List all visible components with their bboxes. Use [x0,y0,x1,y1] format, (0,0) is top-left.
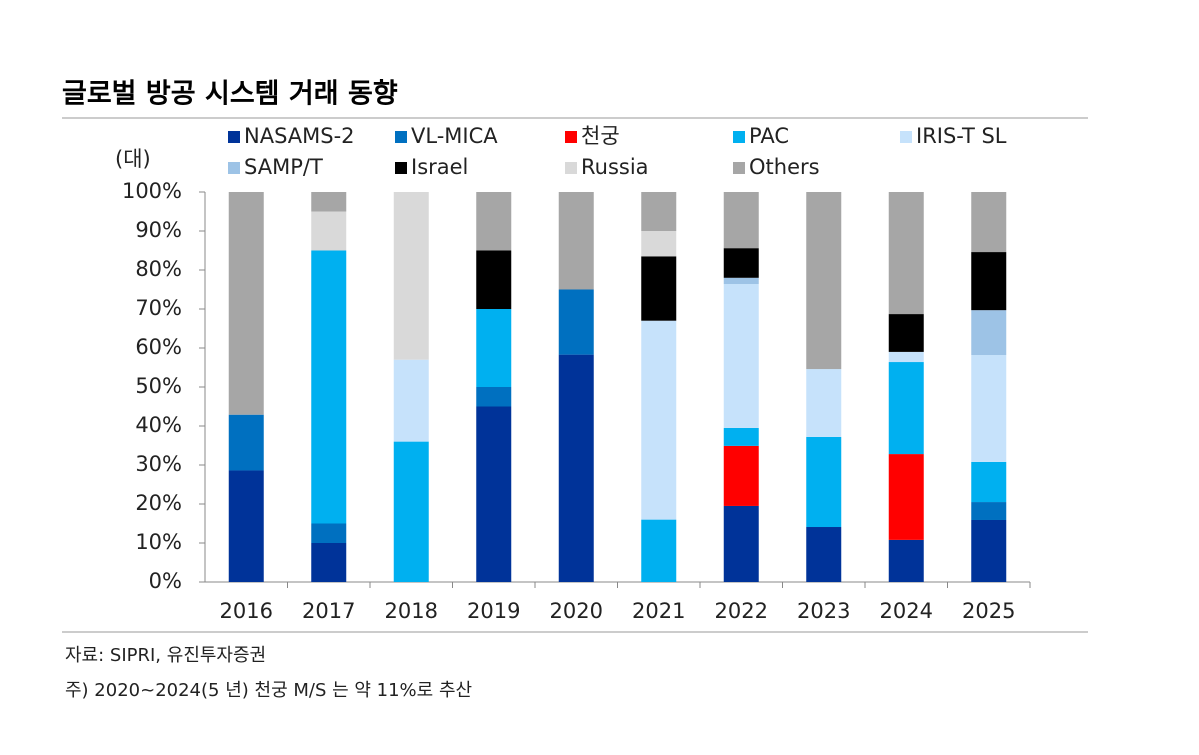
bar-segment [723,192,759,249]
y-tick-label: 0% [149,569,182,593]
bar-segment [228,192,264,415]
bar-segment [888,454,924,540]
x-tick-label: 2016 [220,599,273,623]
bar-segment [888,351,924,363]
y-tick-label: 90% [135,218,182,242]
legend-swatch [733,162,745,174]
bar-segment [888,539,924,582]
bar-segment [971,461,1007,503]
bar-segment [806,436,842,528]
bar-segment [971,192,1007,253]
y-axis-label: (대) [115,147,151,171]
x-tick-label: 2017 [302,599,355,623]
bar-segment [393,359,429,442]
bar-segment [641,192,677,231]
x-tick-label: 2019 [467,599,520,623]
source: 자료: SIPRI, 유진투자증권 [65,645,266,666]
bar-segment [723,248,759,278]
legend-label: PAC [749,124,789,148]
bar-segment [558,289,594,355]
legend-swatch [395,162,407,174]
bar-segment [723,505,759,582]
bar-segment [311,250,347,524]
bar-segment [971,310,1007,356]
y-tick-label: 70% [135,296,182,320]
x-tick-label: 2021 [632,599,685,623]
bar-segment [476,309,512,387]
bar-segment [806,369,842,437]
bar-segment [311,543,347,582]
x-tick-label: 2024 [880,599,933,623]
chart-title: 글로벌 방공 시스템 거래 동향 [62,79,398,110]
bar-segment [228,414,264,471]
y-tick-label: 80% [135,257,182,281]
bar-segment [806,192,842,370]
legend-label: Others [749,155,820,179]
bar-segment [558,354,594,582]
x-tick-label: 2018 [385,599,438,623]
bar-segment [723,427,759,446]
x-tick-label: 2025 [962,599,1015,623]
x-tick-label: 2020 [550,599,603,623]
y-tick-label: 20% [135,491,182,515]
bar-segment [476,406,512,582]
legend-label: NASAMS-2 [244,124,355,148]
legend-swatch [228,131,240,143]
bar-segment [558,192,594,290]
bar-segment [476,387,512,407]
legend-swatch [228,162,240,174]
bar-segment [971,502,1007,520]
bar-segment [723,284,759,428]
legend-label: Israel [411,155,468,179]
bar-segment [228,470,264,582]
y-tick-label: 100% [122,179,182,203]
bar-segment [723,445,759,506]
y-tick-label: 40% [135,413,182,437]
bar-segment [311,211,347,251]
bar-segment [888,362,924,455]
x-tick-label: 2023 [797,599,850,623]
bar-segment [971,355,1007,462]
legend-swatch [565,162,577,174]
bar-segment [641,519,677,582]
bar-segment [806,527,842,582]
legend-swatch [733,131,745,143]
bar-segment [641,231,677,257]
legend-label: SAMP/T [244,155,323,179]
legend-label: 천궁 [581,124,620,148]
legend-label: IRIS-T SL [916,124,1007,148]
bar-segment [888,192,924,315]
y-tick-label: 10% [135,530,182,554]
bar-segment [971,519,1007,582]
bar-segment [393,441,429,582]
note: 주) 2020~2024(5 년) 천궁 M/S 는 약 11%로 추산 [65,680,472,701]
y-tick-label: 50% [135,374,182,398]
y-tick-label: 60% [135,335,182,359]
legend-swatch [395,131,407,143]
x-tick-label: 2022 [715,599,768,623]
bar-segment [393,192,429,360]
bar-segment [476,192,512,251]
bar-segment [311,523,347,543]
legend-label: VL-MICA [411,124,498,148]
bar-segment [641,256,677,321]
legend-swatch [900,131,912,143]
bar-segment [476,250,512,309]
bar-segment [971,252,1007,311]
bar-segment [888,314,924,352]
legend-label: Russia [581,155,649,179]
bar-segment [641,320,677,520]
bar-segment [723,277,759,285]
bar-segment [311,192,347,212]
legend-swatch [565,131,577,143]
y-tick-label: 30% [135,452,182,476]
